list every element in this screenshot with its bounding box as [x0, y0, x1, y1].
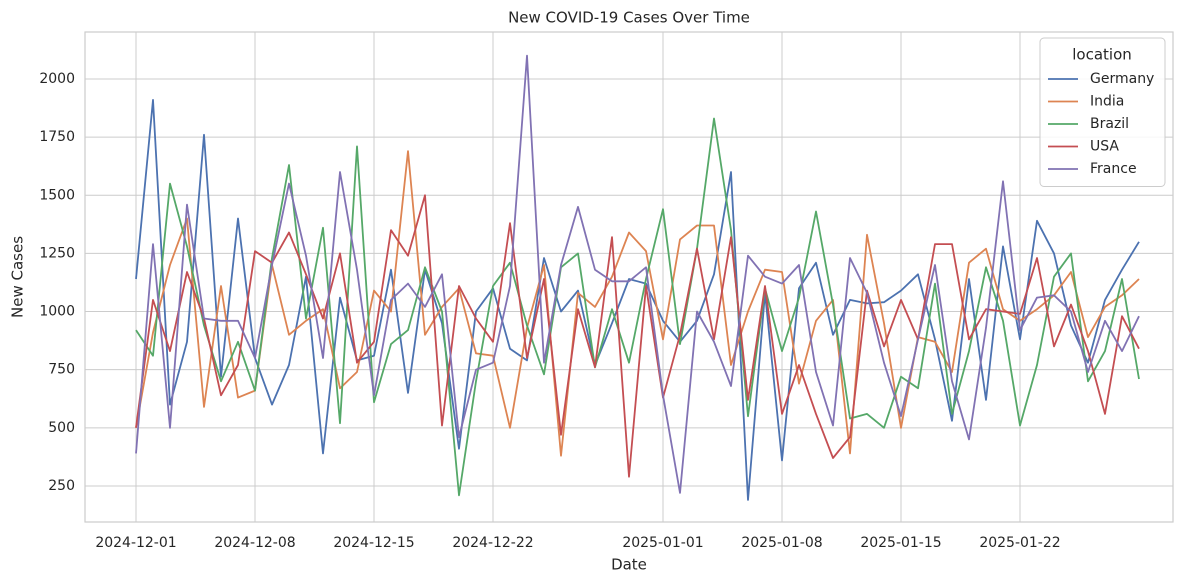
plot-frame [84, 31, 1174, 523]
y-tick-label: 500 [48, 420, 75, 436]
y-axis-label: New Cases [9, 236, 27, 318]
y-tick-label: 250 [48, 478, 75, 494]
x-tick-label: 2025-01-15 [860, 535, 941, 551]
series-line [135, 150, 1140, 457]
legend-label: Brazil [1090, 116, 1129, 132]
y-tick-label: 2000 [39, 71, 75, 87]
x-tick-label: 2024-12-22 [452, 535, 533, 551]
legend-label: Germany [1090, 71, 1154, 87]
legend-box [1039, 37, 1166, 187]
series-line [135, 117, 1140, 497]
legend-label: France [1090, 161, 1137, 177]
legend-title: location [1072, 46, 1132, 64]
legend-label: India [1090, 94, 1124, 110]
series-line [135, 54, 1140, 494]
x-axis-label: Date [611, 556, 647, 574]
y-tick-label: 1750 [39, 129, 75, 145]
x-tick-label: 2025-01-22 [979, 535, 1060, 551]
y-tick-label: 1500 [39, 187, 75, 203]
y-tick-label: 1000 [39, 304, 75, 320]
x-tick-label: 2024-12-08 [214, 535, 295, 551]
y-tick-label: 750 [48, 362, 75, 378]
y-tick-label: 1250 [39, 245, 75, 261]
x-tick-label: 2025-01-08 [741, 535, 822, 551]
chart-title: New COVID-19 Cases Over Time [508, 9, 750, 27]
x-tick-label: 2024-12-15 [333, 535, 414, 551]
x-tick-label: 2025-01-01 [622, 535, 703, 551]
legend-label: USA [1090, 139, 1119, 155]
x-tick-label: 2024-12-01 [95, 535, 176, 551]
series-line [135, 194, 1140, 478]
